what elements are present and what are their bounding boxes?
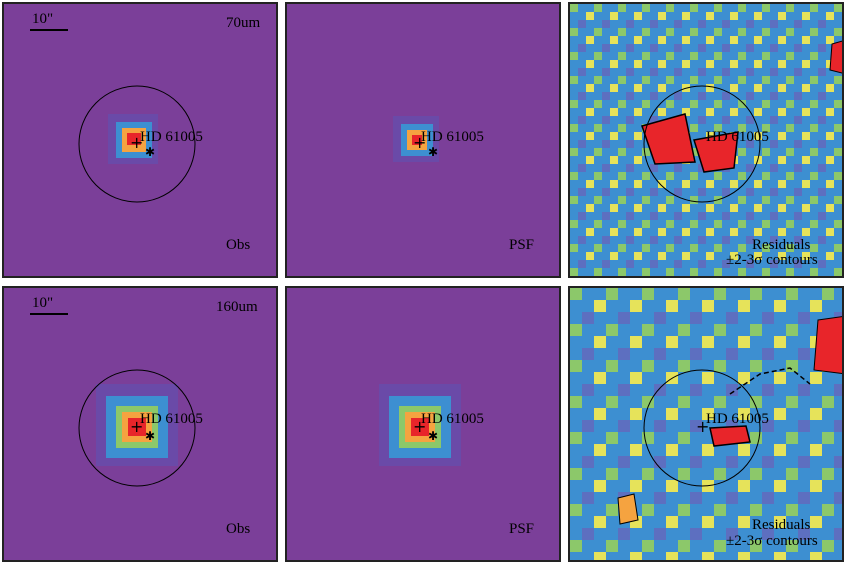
residual-label-line2: ±2-3σ contours: [726, 252, 818, 268]
star-label: HD 61005: [706, 411, 769, 427]
psf-image-160um: + ✱: [287, 288, 559, 560]
panel-160um-obs: + ✱ 10" 160um HD 61005 Obs: [2, 286, 278, 562]
obs-image-160um: + ✱: [4, 288, 276, 560]
psf-image-70um: + ✱: [287, 4, 559, 276]
panel-label: PSF: [509, 237, 535, 253]
scale-bar-label: 10": [32, 11, 54, 27]
svg-text:✱: ✱: [145, 429, 155, 443]
svg-text:+: +: [130, 417, 143, 436]
residual-label-line2: ±2-3σ contours: [726, 533, 818, 549]
svg-text:✱: ✱: [428, 145, 438, 159]
residual-label-line1: Residuals: [752, 237, 811, 253]
scale-bar: [30, 29, 68, 31]
svg-text:+: +: [413, 417, 426, 436]
residual-label-line1: Residuals: [752, 517, 811, 533]
panel-160um-residual: + HD 61005 Residuals ±2-3σ contours: [568, 286, 844, 562]
star-label: HD 61005: [140, 411, 203, 427]
svg-text:+: +: [696, 417, 709, 436]
scale-bar-label: 10": [32, 295, 54, 311]
svg-text:+: +: [130, 133, 143, 152]
svg-text:✱: ✱: [428, 429, 438, 443]
panel-label: PSF: [509, 521, 535, 537]
star-label: HD 61005: [421, 129, 484, 145]
panel-70um-psf: + ✱ HD 61005 PSF: [285, 2, 561, 278]
panel-70um-obs: + ✱ 10" 70um HD 61005 Obs: [2, 2, 278, 278]
band-label: 160um: [216, 299, 258, 315]
panel-label: Obs: [226, 521, 251, 537]
residual-image-160um: +: [570, 288, 842, 560]
star-label: HD 61005: [140, 129, 203, 145]
panel-label: Obs: [226, 237, 251, 253]
star-label: HD 61005: [421, 411, 484, 427]
svg-text:✱: ✱: [145, 145, 155, 159]
band-label: 70um: [226, 15, 261, 31]
svg-text:+: +: [413, 133, 426, 152]
panel-160um-psf: + ✱ HD 61005 PSF: [285, 286, 561, 562]
obs-image-70um: + ✱: [4, 4, 276, 276]
scale-bar: [30, 313, 68, 315]
residual-image-70um: [570, 4, 842, 276]
star-label: HD 61005: [706, 129, 769, 145]
panel-70um-residual: HD 61005 Residuals ±2-3σ contours: [568, 2, 844, 278]
